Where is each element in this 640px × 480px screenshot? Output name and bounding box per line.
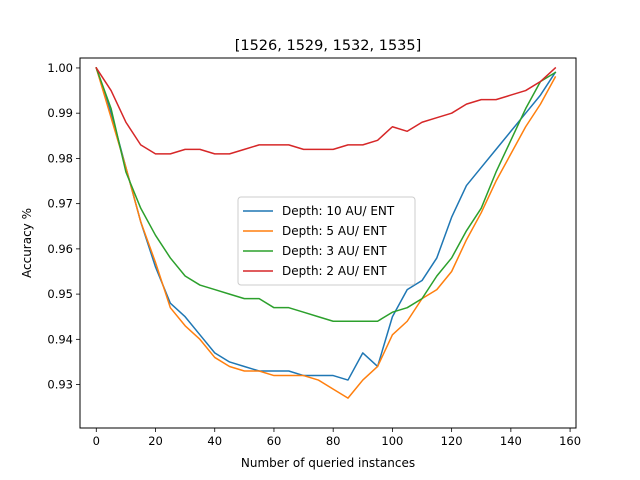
x-tick-label: 160: [559, 434, 581, 448]
series-lines: [95, 66, 557, 399]
x-tick-label: 0: [93, 434, 100, 448]
chart-title: [1526, 1529, 1532, 1535]: [235, 38, 422, 54]
series-line-1: [95, 67, 557, 381]
y-tick-label: 0.95: [47, 287, 73, 301]
x-tick-label: 100: [381, 434, 403, 448]
y-axis: 0.93 0.94 0.95 0.96 0.97 0.98 0.99 1.00: [47, 61, 80, 392]
x-tick-label: 140: [500, 434, 522, 448]
y-tick-label: 0.93: [47, 378, 73, 392]
y-axis-label: Accuracy %: [20, 208, 34, 278]
x-tick-label: 40: [207, 434, 222, 448]
series-line-2: [95, 67, 557, 399]
y-tick-label: 0.96: [47, 242, 73, 256]
x-tick-label: 120: [441, 434, 463, 448]
x-axis: 0 20 40 60 80 100 120 140 160: [93, 428, 581, 448]
y-tick-label: 0.98: [47, 151, 73, 165]
x-tick-label: 20: [148, 434, 163, 448]
legend-label-4: Depth: 2 AU/ ENT: [282, 264, 387, 278]
y-tick-label: 1.00: [47, 61, 73, 75]
legend-label-3: Depth: 3 AU/ ENT: [282, 244, 387, 258]
y-tick-label: 0.97: [47, 197, 73, 211]
x-tick-label: 80: [326, 434, 341, 448]
legend-frame: [237, 196, 416, 286]
series-line-3: [95, 66, 557, 322]
plot-frame: [79, 57, 577, 429]
y-tick-label: 0.99: [47, 106, 73, 120]
x-axis-label: Number of queried instances: [241, 456, 415, 470]
series-line-4: [95, 66, 557, 155]
legend: Depth: 10 AU/ ENT Depth: 5 AU/ ENT Depth: …: [237, 196, 416, 286]
legend-label-1: Depth: 10 AU/ ENT: [282, 204, 395, 218]
x-tick-label: 60: [267, 434, 282, 448]
legend-label-2: Depth: 5 AU/ ENT: [282, 224, 387, 238]
y-tick-label: 0.94: [47, 332, 73, 346]
